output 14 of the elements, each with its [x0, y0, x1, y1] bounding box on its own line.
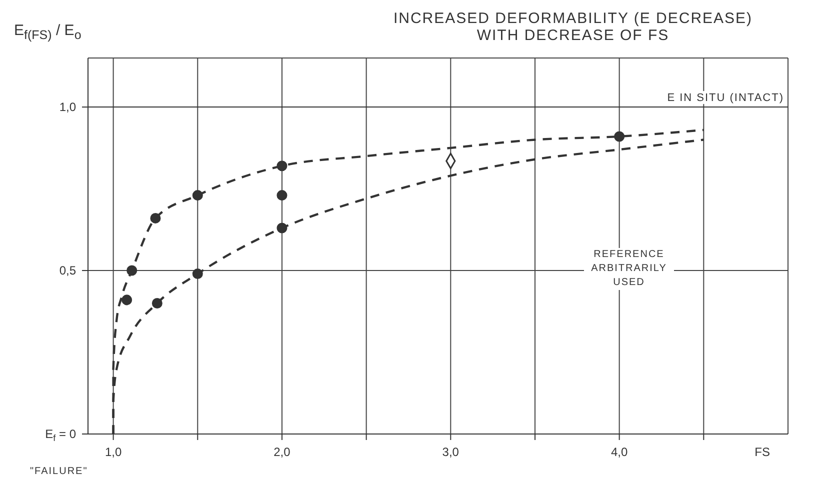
- y-tick-label: E$_{f}$ = 0: [45, 427, 76, 443]
- y-tick-label: 0,5: [59, 264, 76, 278]
- chart-subtitle: WITH DECREASE OF FS: [476, 27, 670, 44]
- annotation: REFERENCE ARBITRARILY USED: [591, 249, 667, 288]
- ref-line-label: E IN SITU (INTACT): [667, 92, 784, 104]
- x-tick-label: 4,0: [610, 445, 628, 459]
- y-axis-title: E$_{f(FS)}$ / E$_{o}$: [14, 22, 82, 42]
- chart-title: INCREASED DEFORMABILITY (E DECREASE): [393, 10, 753, 27]
- text: "FAILURE": [30, 466, 88, 477]
- x-tick-label: 1,0: [104, 445, 122, 459]
- x-axis-title: FS: [754, 445, 770, 459]
- x-tick-label: 3,0: [442, 445, 460, 459]
- x-tick-label: 2,0: [274, 445, 291, 459]
- y-tick-label: 1,0: [59, 100, 76, 114]
